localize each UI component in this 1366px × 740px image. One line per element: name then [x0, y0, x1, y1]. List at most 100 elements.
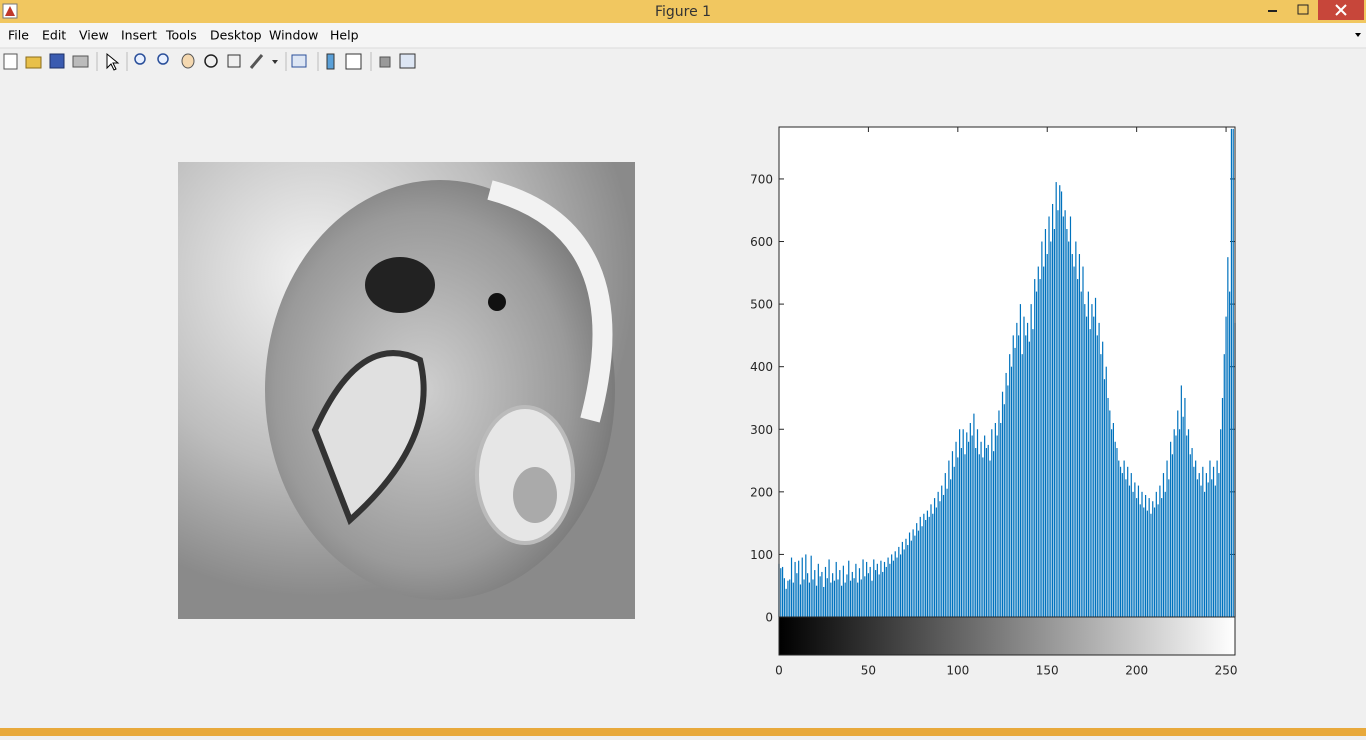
show-tools-button[interactable]	[399, 53, 416, 69]
bar	[1060, 191, 1063, 617]
menu-item[interactable]: Tools	[165, 28, 197, 43]
print-button[interactable]	[72, 55, 89, 68]
bar	[959, 429, 961, 617]
bar	[876, 563, 878, 617]
bar	[848, 560, 850, 617]
bar	[1078, 254, 1081, 617]
bar	[781, 566, 784, 617]
bar	[1180, 385, 1182, 617]
colorbar-button[interactable]	[326, 53, 335, 70]
bar	[1223, 354, 1225, 617]
brush-dropdown[interactable]	[272, 60, 278, 64]
menu-item[interactable]: Help	[330, 28, 359, 43]
bar	[1196, 479, 1199, 617]
bar	[1023, 316, 1025, 617]
legend-button[interactable]	[345, 53, 362, 70]
new-figure-button[interactable]	[3, 53, 18, 70]
bar	[932, 513, 934, 617]
menu-item[interactable]: Desktop	[210, 28, 262, 43]
bar	[1218, 473, 1220, 617]
menu-item[interactable]: Insert	[121, 28, 157, 43]
bar	[939, 501, 941, 617]
bar	[1082, 266, 1084, 617]
bar	[1134, 482, 1136, 617]
menu-item[interactable]: Edit	[42, 28, 66, 43]
y-tick-label: 300	[750, 423, 773, 437]
menu-item[interactable]: Window	[269, 28, 318, 43]
data-cursor-button[interactable]	[227, 54, 241, 68]
menu-bar	[0, 23, 1366, 48]
edit-plot-button[interactable]	[106, 52, 120, 71]
bar	[885, 566, 887, 617]
bar	[1012, 335, 1014, 617]
brush-button[interactable]	[249, 54, 264, 69]
hide-tools-button[interactable]	[379, 56, 391, 68]
bar	[833, 580, 836, 617]
bar	[980, 441, 982, 617]
bar	[907, 545, 909, 617]
bar	[1155, 491, 1157, 617]
bar	[803, 579, 805, 617]
bar	[937, 491, 939, 617]
bar	[1085, 316, 1088, 617]
menu-item[interactable]: File	[8, 28, 29, 43]
bar	[817, 563, 819, 617]
bar	[1077, 279, 1079, 617]
bar	[801, 557, 803, 617]
bar	[821, 571, 823, 617]
bar	[1053, 229, 1055, 617]
bar	[1193, 466, 1195, 617]
minimize-button[interactable]	[1268, 10, 1277, 12]
bar	[790, 557, 793, 617]
menu-item[interactable]: View	[79, 28, 109, 43]
bar	[785, 588, 787, 617]
bar	[908, 532, 911, 617]
bar	[1059, 185, 1061, 618]
open-button[interactable]	[25, 56, 42, 69]
x-tick-label: 150	[1036, 664, 1059, 678]
zoom-in-button[interactable]	[134, 53, 146, 65]
bar	[869, 566, 871, 617]
bar	[882, 571, 884, 617]
zoom-out-button[interactable]	[157, 53, 169, 65]
bar	[1048, 216, 1050, 618]
bar	[883, 561, 886, 617]
bar	[960, 448, 962, 617]
bar	[1148, 498, 1150, 617]
bar	[1225, 316, 1227, 617]
bar	[1170, 441, 1172, 617]
bar	[1205, 473, 1207, 617]
menu-overflow[interactable]	[1355, 33, 1361, 37]
bar	[849, 580, 852, 617]
x-tick-label: 0	[775, 664, 783, 678]
bar	[1230, 128, 1233, 618]
bar	[837, 579, 839, 617]
bar	[933, 498, 936, 617]
pan-button[interactable]	[181, 53, 195, 69]
bar	[1209, 460, 1211, 617]
bar	[946, 488, 948, 617]
bar	[1182, 416, 1184, 617]
bar	[1034, 279, 1036, 617]
bar	[1198, 473, 1200, 617]
bar	[926, 510, 929, 617]
bar	[789, 579, 791, 617]
bar	[1018, 335, 1020, 617]
bar	[1232, 128, 1234, 618]
bar	[1035, 291, 1038, 617]
bar	[912, 529, 914, 617]
link-button[interactable]	[291, 54, 307, 68]
bar	[1009, 354, 1011, 617]
bar	[1003, 404, 1005, 617]
bar	[1005, 372, 1007, 617]
save-button[interactable]	[49, 53, 65, 69]
bar	[819, 576, 821, 617]
bar	[1204, 491, 1206, 617]
bar	[824, 566, 827, 617]
restore-button[interactable]	[1297, 4, 1309, 15]
bar	[1087, 291, 1089, 617]
bar	[1157, 504, 1159, 617]
rotate-button[interactable]	[204, 54, 218, 68]
bar	[815, 585, 818, 617]
